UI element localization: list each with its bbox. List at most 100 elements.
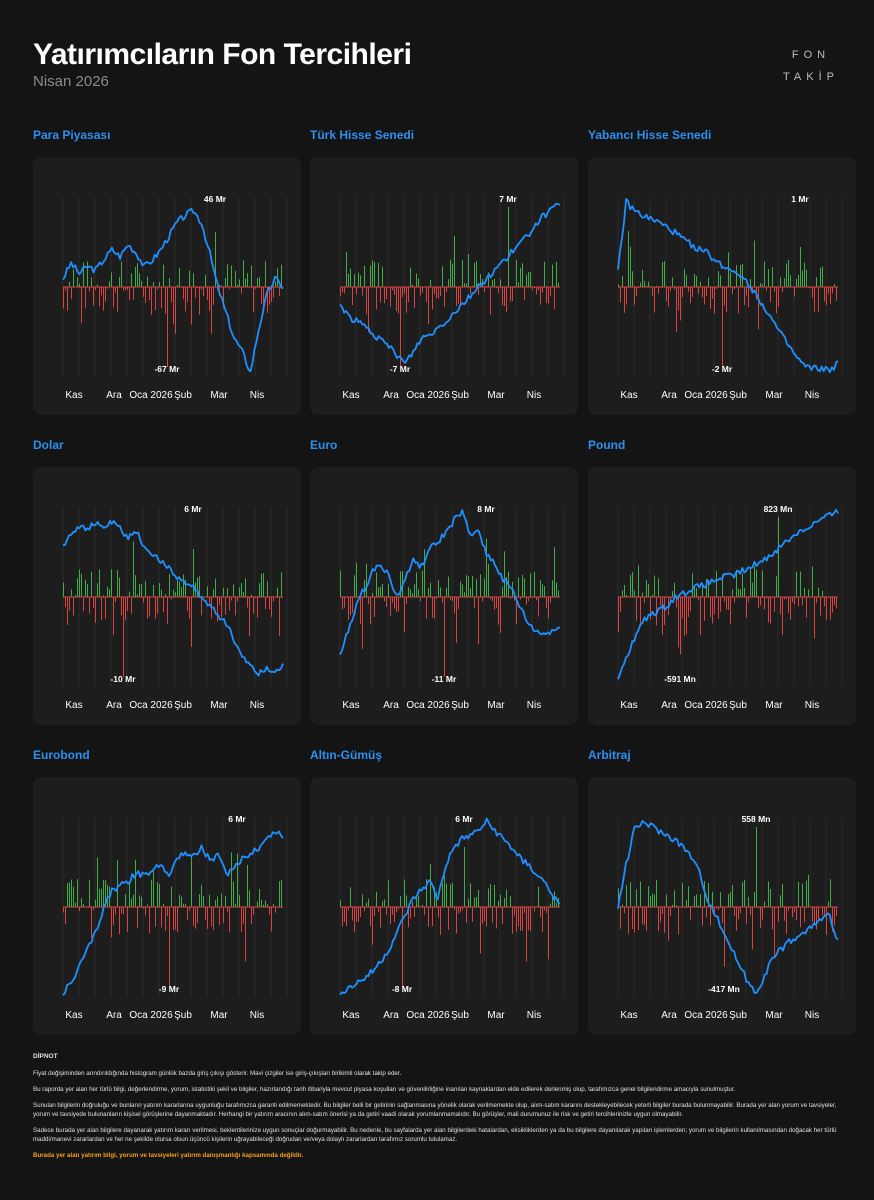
outflow-bar: [620, 287, 621, 303]
outflow-bar: [95, 287, 96, 290]
outflow-bar: [438, 907, 439, 918]
inflow-bar: [518, 577, 519, 597]
outflow-bar: [678, 597, 679, 648]
inflow-bar: [201, 884, 202, 907]
outflow-bar: [502, 907, 503, 924]
outflow-bar: [546, 287, 547, 303]
outflow-bar: [434, 287, 435, 295]
x-tick-label: Ara: [383, 700, 399, 711]
inflow-bar: [281, 572, 282, 597]
inflow-bar: [358, 272, 359, 287]
inflow-bar: [780, 895, 781, 907]
outflow-bar: [434, 597, 435, 619]
inflow-bar: [800, 247, 801, 287]
inflow-bar: [205, 274, 206, 287]
inflow-bar: [193, 273, 194, 287]
inflow-bar: [183, 574, 184, 597]
inflow-bar: [267, 581, 268, 597]
inflow-bar: [408, 586, 409, 597]
outflow-bar: [688, 597, 689, 617]
outflow-bar: [137, 907, 138, 929]
inflow-bar: [350, 887, 351, 907]
inflow-bar: [446, 587, 447, 597]
inflow-bar: [618, 284, 619, 287]
inflow-bar: [506, 577, 507, 597]
outflow-bar: [544, 907, 545, 911]
outflow-bar: [169, 907, 170, 987]
x-tick-label: Oca 2026: [684, 390, 728, 401]
inflow-bar: [822, 590, 823, 597]
outflow-bar: [834, 597, 835, 605]
outflow-bar: [444, 287, 445, 307]
outflow-bar: [714, 597, 715, 615]
inflow-bar: [129, 591, 130, 597]
outflow-bar: [514, 907, 515, 916]
inflow-bar: [484, 578, 485, 597]
outflow-bar: [530, 907, 531, 932]
inflow-bar: [694, 896, 695, 907]
outflow-bar: [101, 597, 102, 620]
inflow-bar: [183, 903, 184, 907]
inflow-bar: [231, 265, 232, 287]
inflow-bar: [105, 880, 106, 907]
min-label: -2 Mr: [712, 364, 733, 374]
inflow-bar: [430, 582, 431, 597]
outflow-bar: [392, 597, 393, 603]
min-label: -67 Mr: [154, 364, 180, 374]
inflow-bar: [75, 594, 76, 597]
inflow-bar: [768, 881, 769, 907]
inflow-bar: [708, 277, 709, 287]
inflow-bar: [622, 590, 623, 597]
inflow-bar: [834, 284, 835, 287]
chart-svg: 46 Mr -67 Mr Kas Ara Oca 2026 Şub Mar Nis: [62, 194, 288, 401]
outflow-bar: [273, 287, 274, 298]
inflow-bar: [462, 584, 463, 597]
inflow-bar: [191, 857, 192, 907]
inflow-bar: [434, 887, 435, 907]
inflow-bar: [121, 261, 122, 287]
outflow-bar: [618, 597, 619, 633]
min-label: -591 Mn: [664, 674, 696, 684]
inflow-bar: [728, 894, 729, 907]
outflow-bar: [408, 907, 409, 928]
x-tick-label: Oca 2026: [684, 1010, 728, 1021]
x-tick-label: Kas: [620, 1010, 637, 1021]
inflow-bar: [169, 278, 170, 287]
outflow-bar: [766, 597, 767, 599]
outflow-bar: [69, 597, 70, 611]
inflow-bar: [91, 277, 92, 287]
outflow-bar: [111, 907, 112, 938]
inflow-bar: [522, 263, 523, 287]
outflow-bar: [243, 907, 244, 924]
inflow-bar: [626, 885, 627, 907]
inflow-bar: [438, 580, 439, 597]
outflow-bar: [227, 907, 228, 913]
inflow-bar: [742, 264, 743, 287]
inflow-bar: [490, 884, 491, 907]
inflow-bar: [522, 574, 523, 597]
inflow-bar: [382, 266, 383, 287]
inflow-bar: [624, 585, 625, 597]
inflow-bar: [73, 269, 74, 287]
inflow-bar: [636, 889, 637, 907]
outflow-bar: [528, 597, 529, 602]
outflow-bar: [634, 907, 635, 933]
outflow-bar: [65, 597, 66, 608]
outflow-bar: [726, 597, 727, 610]
inflow-bar: [388, 583, 389, 597]
outflow-bar: [714, 907, 715, 916]
outflow-bar: [121, 597, 122, 616]
inflow-bar: [756, 569, 757, 597]
inflow-bar: [696, 894, 697, 907]
outflow-bar: [524, 907, 525, 913]
outflow-bar: [496, 287, 497, 289]
outflow-bar: [143, 597, 144, 603]
max-label: 1 Mr: [791, 194, 809, 204]
inflow-bar: [199, 894, 200, 907]
inflow-bar: [798, 882, 799, 907]
inflow-bar: [428, 588, 429, 597]
inflow-bar: [207, 586, 208, 597]
outflow-bar: [113, 287, 114, 308]
outflow-bar: [794, 287, 795, 297]
inflow-bar: [179, 267, 180, 287]
